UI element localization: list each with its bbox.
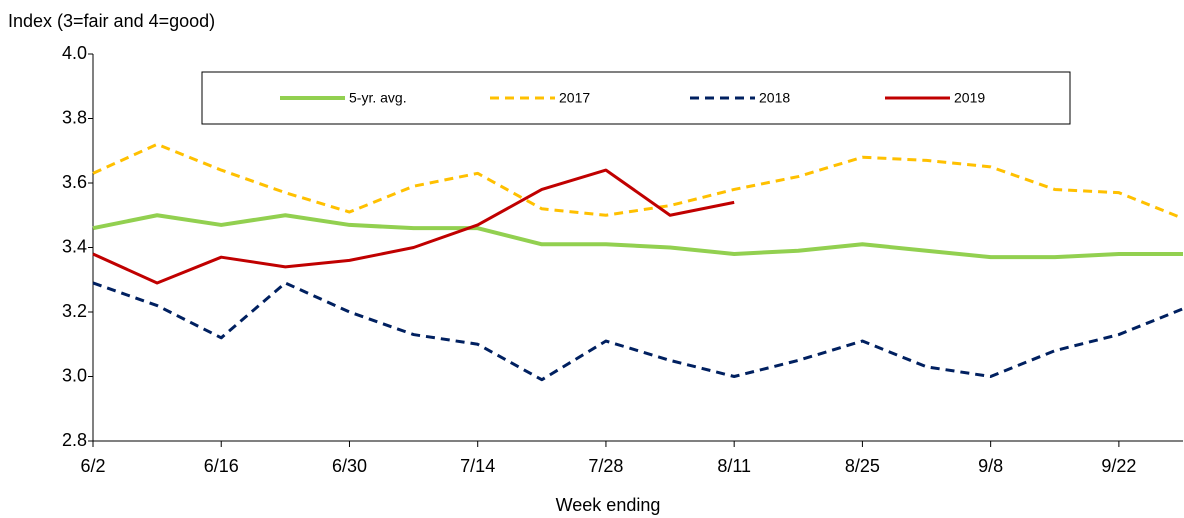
y-tick-label: 3.6: [62, 172, 87, 192]
x-tick-label: 9/8: [978, 456, 1003, 476]
y-tick-label: 4.0: [62, 43, 87, 63]
y-tick-label: 3.0: [62, 365, 87, 385]
legend-label: 5-yr. avg.: [349, 90, 407, 106]
y-axis-label: Index (3=fair and 4=good): [8, 11, 215, 31]
x-axis-label: Week ending: [556, 495, 661, 515]
legend-label: 2017: [559, 90, 590, 106]
y-tick-label: 3.4: [62, 236, 87, 256]
y-tick-label: 3.2: [62, 301, 87, 321]
y-tick-label: 3.8: [62, 107, 87, 127]
x-tick-label: 6/2: [80, 456, 105, 476]
x-tick-label: 7/28: [588, 456, 623, 476]
x-tick-label: 7/14: [460, 456, 495, 476]
series-line: [92, 281, 1184, 382]
x-tick-label: 6/30: [332, 456, 367, 476]
x-tick-label: 8/11: [717, 456, 751, 476]
legend: 5-yr. avg. 2017 2018 2019: [201, 71, 1071, 125]
series-line: [92, 142, 1184, 220]
x-tick-label: 8/25: [845, 456, 880, 476]
series-line: [92, 213, 1183, 260]
series-line: [92, 168, 735, 285]
legend-label: 2018: [759, 90, 790, 106]
y-tick-label: 2.8: [62, 430, 87, 450]
x-tick-label: 9/22: [1101, 456, 1136, 476]
x-tick-label: 6/16: [204, 456, 239, 476]
legend-label: 2019: [954, 90, 985, 106]
